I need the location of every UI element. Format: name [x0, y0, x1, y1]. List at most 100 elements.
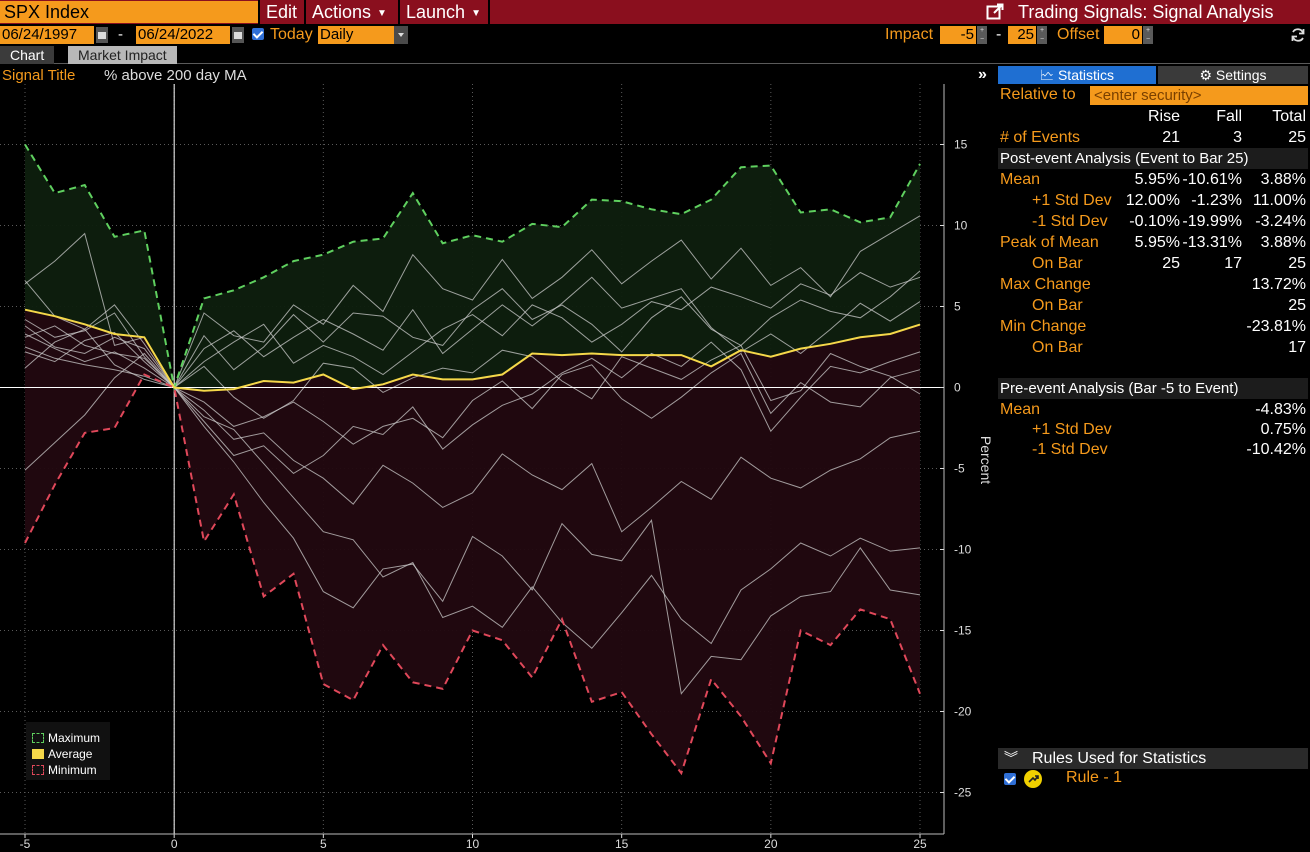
signal-chart: 15 10 5 0 -5 -10 -15 -20 -25 -5 0 5 10 15 20 25 — [0, 84, 972, 851]
security-input[interactable]: SPX Index — [0, 1, 258, 23]
y-tick-label: -25 — [954, 786, 972, 800]
pre-stat-row: Mean -4.83% — [998, 399, 1308, 420]
period-select[interactable]: Daily — [318, 26, 394, 44]
impact-from-field[interactable]: -5 — [940, 26, 976, 44]
maximum-swatch — [32, 733, 44, 743]
date-separator: - — [118, 26, 123, 43]
impact-to-field[interactable]: 25 — [1008, 26, 1036, 44]
series-minimum — [24, 373, 921, 776]
post-stat-total: 3.88% — [1260, 171, 1306, 188]
start-date-field[interactable]: 06/24/1997 — [0, 26, 94, 44]
parameters-bar: 06/24/1997 - 06/24/2022 Today Daily Impa… — [0, 24, 1310, 45]
post-stat-row: On Bar 17 — [998, 337, 1308, 358]
post-stat-row: Mean 5.95% -10.61% 3.88% — [998, 169, 1308, 190]
maximum-band-fill — [25, 144, 920, 391]
post-stat-rise: 25 — [1162, 255, 1180, 272]
caret-down-icon: ▼ — [377, 8, 387, 19]
tab-market-impact[interactable]: Market Impact — [68, 46, 177, 64]
x-tick-label: 5 — [320, 837, 327, 851]
rule-row: Rule - 1 — [998, 768, 1308, 790]
offset-field[interactable]: 0 — [1104, 26, 1142, 44]
pre-stat-total: -4.83% — [1255, 401, 1306, 418]
y-tick-label: 10 — [954, 219, 968, 233]
collapse-panel-icon[interactable]: » — [978, 66, 987, 83]
events-label: # of Events — [1000, 129, 1081, 146]
title-bar: SPX Index Edit Actions ▼ Launch ▼ Trading … — [0, 0, 1310, 24]
edit-menu-label: Edit — [266, 2, 298, 22]
legend-minimum-label: Minimum — [48, 763, 97, 777]
post-stat-rise: 12.00% — [1125, 192, 1180, 209]
minimum-band-fill — [25, 309, 920, 774]
pre-stat-label: Mean — [1000, 401, 1041, 418]
app-title: Trading Signals: Signal Analysis — [1018, 2, 1274, 22]
zero-lines — [0, 84, 944, 834]
calendar-icon[interactable] — [96, 27, 108, 43]
average-swatch — [32, 749, 44, 759]
end-date-field[interactable]: 06/24/2022 — [136, 26, 230, 44]
pre-stat-row: -1 Std Dev -10.42% — [998, 439, 1308, 460]
statistics-panel: 🗠 Statistics ⚙ Settings Relative to <ent… — [998, 64, 1310, 852]
events-total: 25 — [1288, 129, 1306, 146]
tab-settings[interactable]: ⚙ Settings — [1158, 66, 1308, 84]
post-stat-row: On Bar 25 — [998, 295, 1308, 316]
signal-title-value: % above 200 day MA — [104, 67, 247, 84]
chevron-double-down-icon[interactable]: ︾ — [1004, 750, 1018, 766]
legend-maximum: Maximum — [32, 730, 100, 746]
y-tick-label: 0 — [954, 381, 961, 395]
offset-stepper[interactable]: + − — [1143, 26, 1153, 44]
events-rise: 21 — [1162, 129, 1180, 146]
y-axis-label: Percent — [978, 435, 994, 485]
post-stat-total: 25 — [1288, 255, 1306, 272]
tab-statistics[interactable]: 🗠 Statistics — [998, 66, 1156, 84]
post-stat-label: On Bar — [1032, 339, 1083, 356]
menu-separator — [488, 0, 490, 24]
post-stat-total: -3.24% — [1255, 213, 1306, 230]
rule-signal-icon — [1024, 770, 1042, 788]
rule-label: Rule - 1 — [1066, 769, 1123, 786]
col-rise: Rise — [1147, 108, 1180, 125]
rules-header[interactable]: ︾ Rules Used for Statistics — [998, 748, 1308, 769]
relative-security-input[interactable]: <enter security> — [1090, 86, 1308, 105]
col-total: Total — [1272, 108, 1306, 125]
post-stat-row: Min Change -23.81% — [998, 316, 1308, 337]
chevron-down-icon[interactable] — [394, 26, 408, 44]
post-stat-label: On Bar — [1032, 297, 1083, 314]
events-fall: 3 — [1233, 129, 1242, 146]
actions-menu[interactable]: Actions ▼ — [306, 0, 398, 24]
legend-minimum: Minimum — [32, 762, 97, 778]
impact-to-stepper[interactable]: + − — [1037, 26, 1047, 44]
edit-menu[interactable]: Edit — [260, 0, 304, 24]
post-stat-label: -1 Std Dev — [1032, 213, 1108, 230]
legend-maximum-label: Maximum — [48, 731, 101, 745]
post-stat-rise: 5.95% — [1134, 171, 1180, 188]
external-launch-icon[interactable] — [986, 3, 1004, 21]
impact-label: Impact — [885, 26, 934, 43]
signal-title-label: Signal Title — [2, 67, 76, 84]
refresh-icon[interactable] — [1290, 27, 1306, 43]
post-stat-total: 13.72% — [1251, 276, 1306, 293]
post-stat-total: 17 — [1288, 339, 1306, 356]
menu-separator — [398, 0, 400, 24]
launch-menu-label: Launch — [406, 2, 466, 22]
legend-average: Average — [32, 746, 92, 762]
x-tick-label: 10 — [466, 837, 480, 851]
y-tick-label: -20 — [954, 705, 972, 719]
tab-chart[interactable]: Chart — [0, 46, 55, 64]
x-tick-label: 0 — [171, 837, 178, 851]
legend-average-label: Average — [48, 747, 93, 761]
series-average — [24, 308, 921, 392]
post-stat-total: 3.88% — [1260, 234, 1306, 251]
pre-stat-label: -1 Std Dev — [1032, 441, 1108, 458]
chart-axes: 15 10 5 0 -5 -10 -15 -20 -25 -5 0 5 10 15 20 25 — [0, 84, 972, 851]
post-stat-total: 25 — [1288, 297, 1306, 314]
impact-from-stepper[interactable]: + − — [977, 26, 987, 44]
launch-menu[interactable]: Launch ▼ — [400, 0, 488, 24]
post-stat-row: +1 Std Dev 12.00% -1.23% 11.00% — [998, 190, 1308, 211]
calendar-icon[interactable] — [232, 27, 244, 43]
view-tabs: Chart Market Impact — [0, 45, 1310, 64]
relative-to-label: Relative to — [1000, 86, 1076, 103]
actions-menu-label: Actions — [312, 2, 372, 22]
today-checkbox[interactable] — [252, 28, 264, 40]
gear-icon: ⚙ — [1199, 67, 1216, 83]
rule-checkbox[interactable] — [1004, 773, 1016, 785]
